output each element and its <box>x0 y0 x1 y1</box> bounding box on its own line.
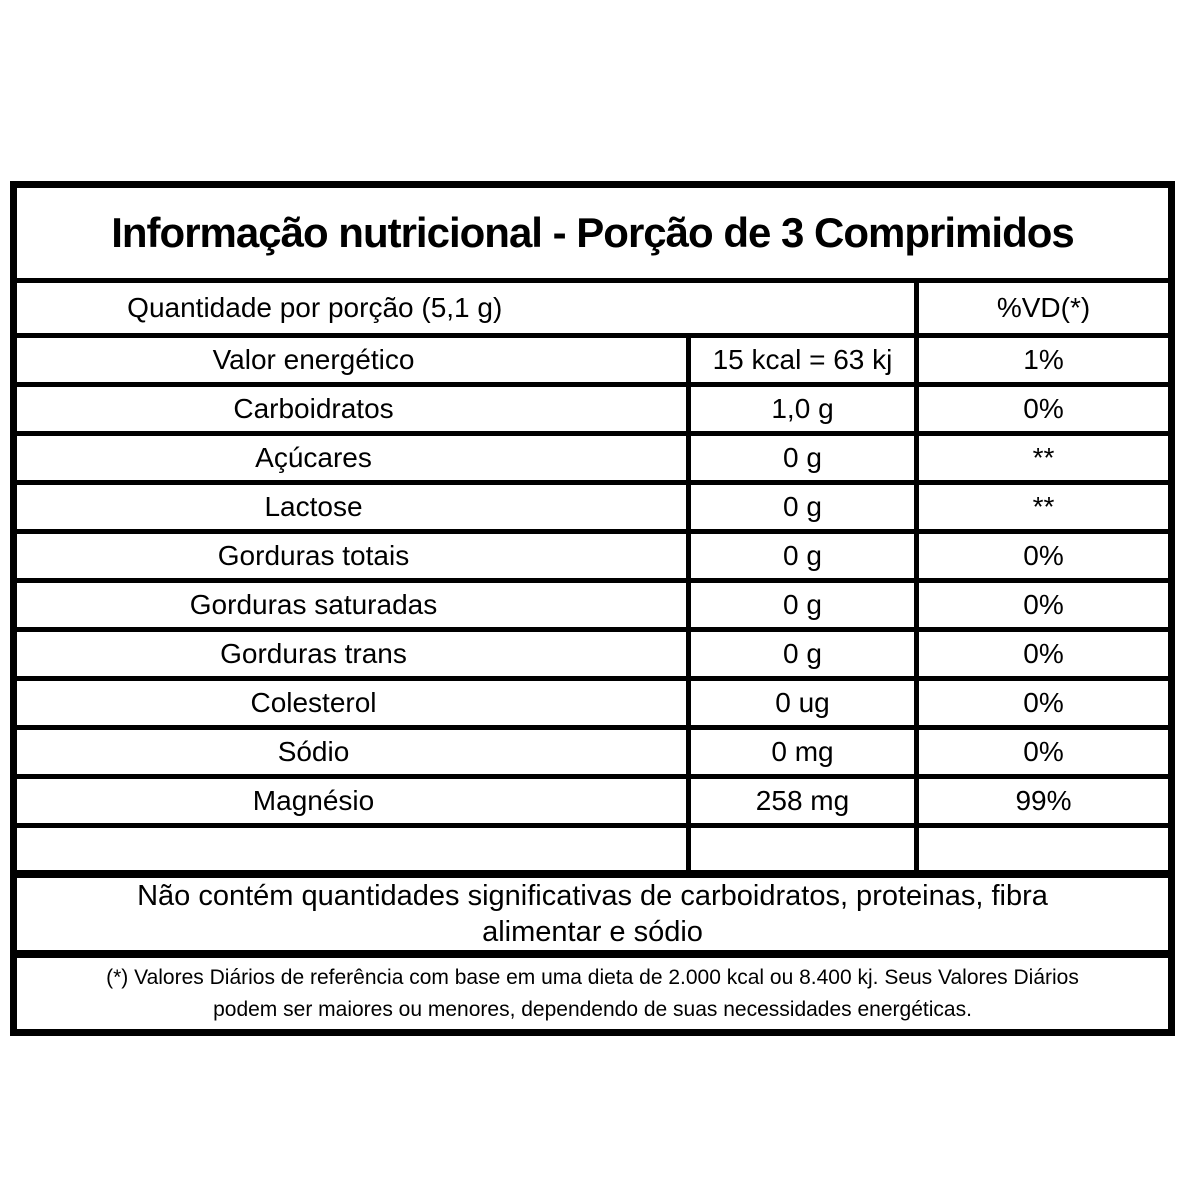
header-spacer-cell <box>688 278 917 336</box>
daily-values-footnote: (*) Valores Diários de referência com ba… <box>13 950 1172 1033</box>
nutrient-name-cell: Gorduras saturadas <box>13 578 689 630</box>
daily-value-cell: ** <box>914 480 1172 532</box>
daily-value-cell: 1% <box>914 333 1172 385</box>
title-row: Informação nutricional - Porção de 3 Com… <box>14 185 1172 281</box>
daily-value-cell: 0% <box>914 676 1172 728</box>
empty-row <box>13 823 1172 874</box>
nutrient-name-cell <box>13 823 689 874</box>
amount-cell: 0 g <box>686 480 917 532</box>
footnote-line-2: podem ser maiores ou menores, dependendo… <box>213 997 972 1021</box>
nutrient-name-cell: Gorduras trans <box>13 627 689 679</box>
daily-value-cell: 0% <box>914 578 1172 630</box>
footnote-row: (*) Valores Diários de referência com ba… <box>13 950 1172 1033</box>
nutrient-name-cell: Lactose <box>13 480 689 532</box>
amount-cell: 0 ug <box>686 676 917 728</box>
no-significant-note-row: Não contém quantidades significativas de… <box>13 870 1172 954</box>
header-quantity-label: Quantidade por porção (5,1 g) <box>13 278 689 336</box>
daily-value-cell: 0% <box>914 725 1172 777</box>
footnote-line-1: (*) Valores Diários de referência com ba… <box>106 965 1079 989</box>
nutrient-row-trans-fat: Gorduras trans 0 g 0% <box>13 627 1172 679</box>
daily-value-cell: 99% <box>914 774 1172 826</box>
nutrient-row-magnesium: Magnésio 258 mg 99% <box>13 774 1172 826</box>
nutrient-name-cell: Valor energético <box>13 333 689 385</box>
nutrient-name-cell: Gorduras totais <box>13 529 689 581</box>
daily-value-cell: 0% <box>914 627 1172 679</box>
table-title: Informação nutricional - Porção de 3 Com… <box>111 209 1075 256</box>
daily-value-cell: ** <box>914 431 1172 483</box>
nutrient-name-cell: Magnésio <box>13 774 689 826</box>
nutrient-row-saturated-fat: Gorduras saturadas 0 g 0% <box>13 578 1172 630</box>
amount-cell: 1,0 g <box>686 382 917 434</box>
nutrient-row-sugars: Açúcares 0 g ** <box>13 431 1172 483</box>
nutrient-row-energy: Valor energético 15 kcal = 63 kj 1% <box>13 333 1172 385</box>
nutrient-name-cell: Sódio <box>13 725 689 777</box>
nutrient-row-cholesterol: Colesterol 0 ug 0% <box>13 676 1172 728</box>
amount-cell <box>686 823 917 874</box>
amount-cell: 15 kcal = 63 kj <box>686 333 917 385</box>
amount-cell: 0 g <box>686 627 917 679</box>
nutrient-row-carbs: Carboidratos 1,0 g 0% <box>13 382 1172 434</box>
note-line-2: alimentar e sódio <box>482 916 703 948</box>
amount-cell: 258 mg <box>686 774 917 826</box>
nutrient-row-total-fat: Gorduras totais 0 g 0% <box>13 529 1172 581</box>
nutrient-row-sodium: Sódio 0 mg 0% <box>13 725 1172 777</box>
amount-cell: 0 g <box>686 431 917 483</box>
daily-value-cell: 0% <box>914 382 1172 434</box>
header-row: Quantidade por porção (5,1 g) %VD(*) <box>13 278 1172 336</box>
amount-cell: 0 g <box>686 529 917 581</box>
daily-value-cell: 0% <box>914 529 1172 581</box>
nutrition-label: Informação nutricional - Porção de 3 Com… <box>10 181 1175 1036</box>
note-line-1: Não contém quantidades significativas de… <box>137 880 1048 912</box>
nutrient-name-cell: Colesterol <box>13 676 689 728</box>
nutrient-name-cell: Carboidratos <box>13 382 689 434</box>
header-daily-value-label: %VD(*) <box>914 278 1172 336</box>
daily-value-cell <box>914 823 1172 874</box>
no-significant-amounts-note: Não contém quantidades significativas de… <box>13 870 1172 954</box>
nutrient-row-lactose: Lactose 0 g ** <box>13 480 1172 532</box>
nutrient-name-cell: Açúcares <box>13 431 689 483</box>
nutrition-facts-table: Informação nutricional - Porção de 3 Com… <box>10 181 1175 1036</box>
amount-cell: 0 mg <box>686 725 917 777</box>
amount-cell: 0 g <box>686 578 917 630</box>
